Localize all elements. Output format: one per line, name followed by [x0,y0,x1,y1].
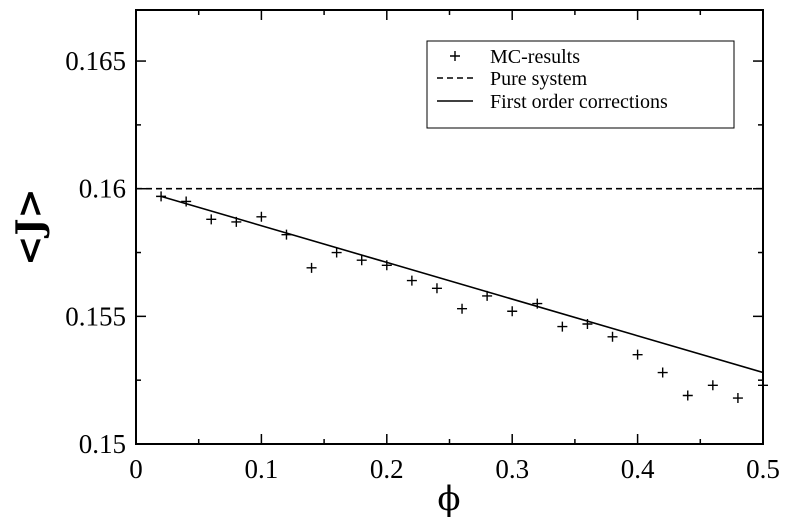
plot-marks [136,187,768,404]
mc-data-point [406,275,417,286]
mc-data-point [507,306,518,317]
x-tick-label: 0.3 [495,454,529,484]
x-tick-label: 0.2 [370,454,404,484]
series-mc-results [156,191,768,404]
y-tick-label: 0.155 [65,301,126,331]
mc-data-point [682,390,693,401]
legend-label: MC-results [490,46,580,68]
axes: 0 0.1 0.2 0.3 0.4 0.5 0.15 0.155 0.16 0.165 [65,10,780,484]
mc-data-point [657,367,668,378]
y-tick-label: 0.16 [79,174,126,204]
legend-label: Pure system [490,68,588,90]
mc-data-point [457,303,468,314]
x-tick-label: 0 [129,454,143,484]
mc-data-point [331,247,342,258]
mc-data-point [206,214,217,225]
mc-data-point [181,196,192,207]
x-axis-title: ϕ [437,479,460,519]
mc-data-point [607,331,618,342]
first-order-corrections-line [160,195,764,374]
x-tick-label: 0.5 [746,454,780,484]
mc-data-point [306,262,317,273]
mc-data-point [431,283,442,294]
x-tick-label: 0.4 [621,454,655,484]
mc-data-point [632,349,643,360]
mc-data-point [256,211,267,222]
x-tick-label: 0.1 [245,454,279,484]
mc-data-point [707,380,718,391]
mc-data-point [557,321,568,332]
mc-data-point [356,255,367,266]
legend-symbol-plus [450,51,460,61]
y-axis-title: <J> [9,188,51,265]
y-tick-label: 0.165 [65,46,126,76]
legend-box [426,40,735,129]
legend-label: First order corrections [490,91,668,113]
y-tick-label: 0.15 [79,429,126,459]
mc-data-point [732,393,743,404]
